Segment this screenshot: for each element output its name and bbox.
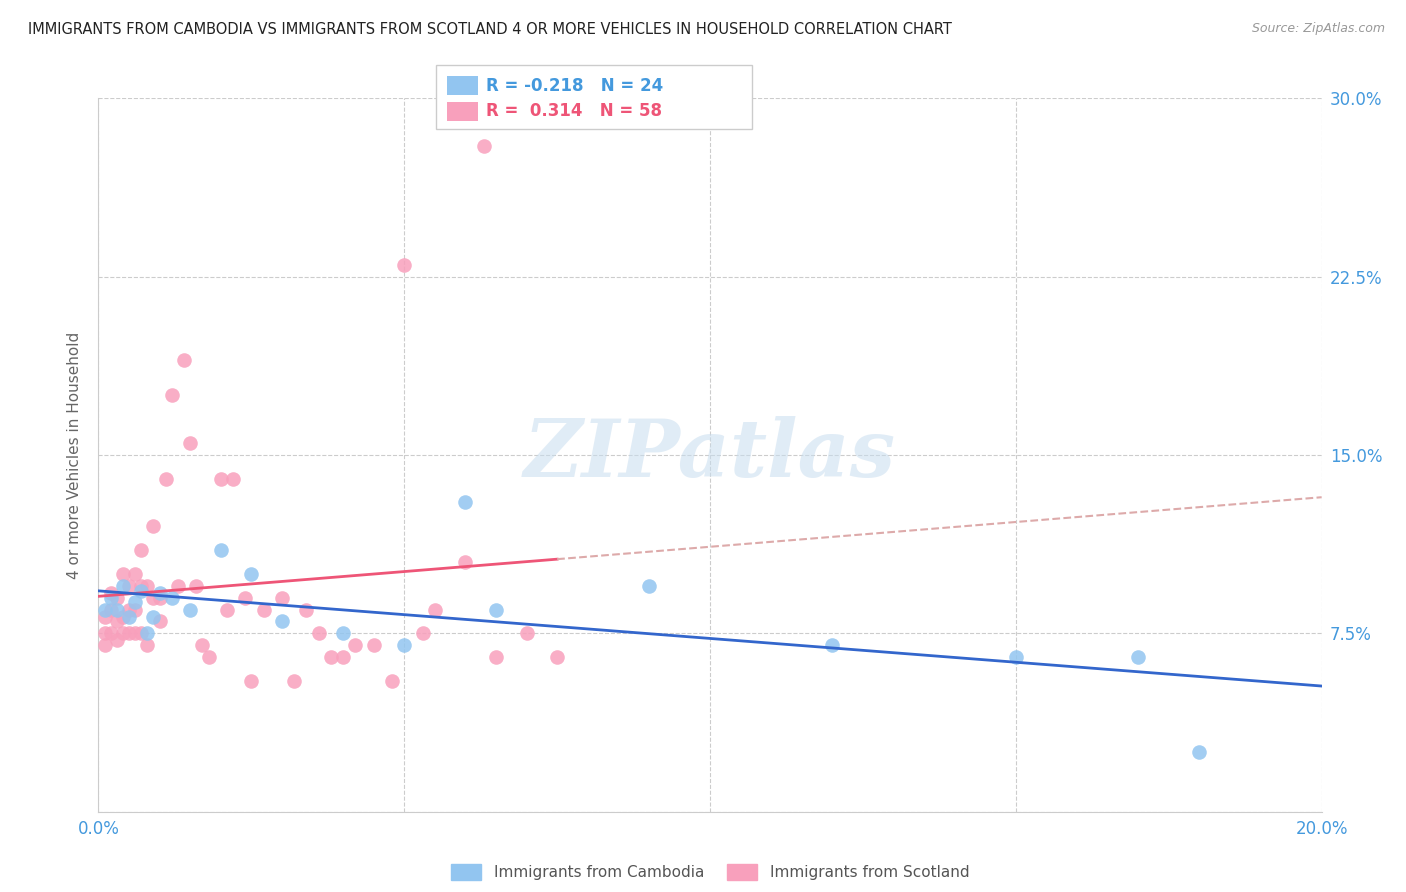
Point	[485, 650, 508, 665]
Point	[160, 388, 183, 402]
Point	[270, 615, 292, 629]
Text: R =  0.314   N = 58: R = 0.314 N = 58	[486, 103, 662, 120]
Point	[546, 650, 568, 665]
Point	[105, 602, 128, 616]
Point	[270, 591, 292, 605]
Point	[111, 566, 134, 581]
Point	[93, 638, 115, 652]
Point	[118, 602, 141, 616]
Point	[118, 579, 141, 593]
Point	[454, 555, 477, 569]
Point	[111, 609, 134, 624]
Point	[423, 602, 446, 616]
Point	[100, 602, 122, 616]
Text: Source: ZipAtlas.com: Source: ZipAtlas.com	[1251, 22, 1385, 36]
Point	[179, 602, 201, 616]
Point	[93, 609, 115, 624]
Y-axis label: 4 or more Vehicles in Household: 4 or more Vehicles in Household	[67, 331, 83, 579]
Point	[100, 591, 122, 605]
Point	[124, 566, 146, 581]
Point	[111, 579, 134, 593]
Point	[381, 673, 404, 688]
Point	[186, 579, 208, 593]
Point	[173, 352, 195, 367]
Point	[821, 638, 844, 652]
Point	[252, 602, 274, 616]
Point	[332, 650, 354, 665]
Point	[283, 673, 305, 688]
Point	[149, 591, 172, 605]
Point	[118, 609, 141, 624]
Text: R = -0.218   N = 24: R = -0.218 N = 24	[486, 77, 664, 95]
Point	[637, 579, 661, 593]
Point	[209, 472, 232, 486]
Point	[93, 602, 115, 616]
Point	[118, 626, 141, 640]
Point	[240, 673, 263, 688]
Point	[111, 626, 134, 640]
Point	[485, 602, 508, 616]
Point	[222, 472, 245, 486]
Point	[129, 583, 152, 598]
Point	[308, 626, 330, 640]
Point	[209, 543, 232, 558]
Point	[392, 258, 416, 272]
Point	[136, 638, 159, 652]
Point	[344, 638, 367, 652]
Text: ZIPatlas: ZIPatlas	[524, 417, 896, 493]
Point	[295, 602, 318, 616]
Point	[160, 591, 183, 605]
Point	[124, 602, 146, 616]
Point	[516, 626, 538, 640]
Point	[93, 626, 115, 640]
Point	[129, 626, 152, 640]
Point	[363, 638, 385, 652]
Point	[100, 626, 122, 640]
Text: IMMIGRANTS FROM CAMBODIA VS IMMIGRANTS FROM SCOTLAND 4 OR MORE VEHICLES IN HOUSE: IMMIGRANTS FROM CAMBODIA VS IMMIGRANTS F…	[28, 22, 952, 37]
Point	[100, 586, 122, 600]
Point	[124, 595, 146, 609]
Point	[215, 602, 238, 616]
Point	[1188, 745, 1211, 759]
Point	[136, 579, 159, 593]
Point	[129, 543, 152, 558]
Point	[1128, 650, 1150, 665]
Point	[332, 626, 354, 640]
Point	[129, 579, 152, 593]
Point	[392, 638, 416, 652]
Point	[136, 626, 159, 640]
Point	[142, 519, 165, 533]
Point	[155, 472, 177, 486]
Point	[240, 566, 263, 581]
Point	[149, 586, 172, 600]
Legend: Immigrants from Cambodia, Immigrants from Scotland: Immigrants from Cambodia, Immigrants fro…	[444, 858, 976, 886]
Point	[233, 591, 256, 605]
Point	[124, 626, 146, 640]
Point	[142, 591, 165, 605]
Point	[179, 436, 201, 450]
Point	[191, 638, 214, 652]
Point	[167, 579, 190, 593]
Point	[412, 626, 434, 640]
Point	[319, 650, 342, 665]
Point	[105, 591, 128, 605]
Point	[454, 495, 477, 509]
Point	[1004, 650, 1026, 665]
Point	[105, 633, 128, 648]
Point	[197, 650, 219, 665]
Point	[149, 615, 172, 629]
Point	[472, 138, 495, 153]
Point	[142, 609, 165, 624]
Point	[105, 615, 128, 629]
